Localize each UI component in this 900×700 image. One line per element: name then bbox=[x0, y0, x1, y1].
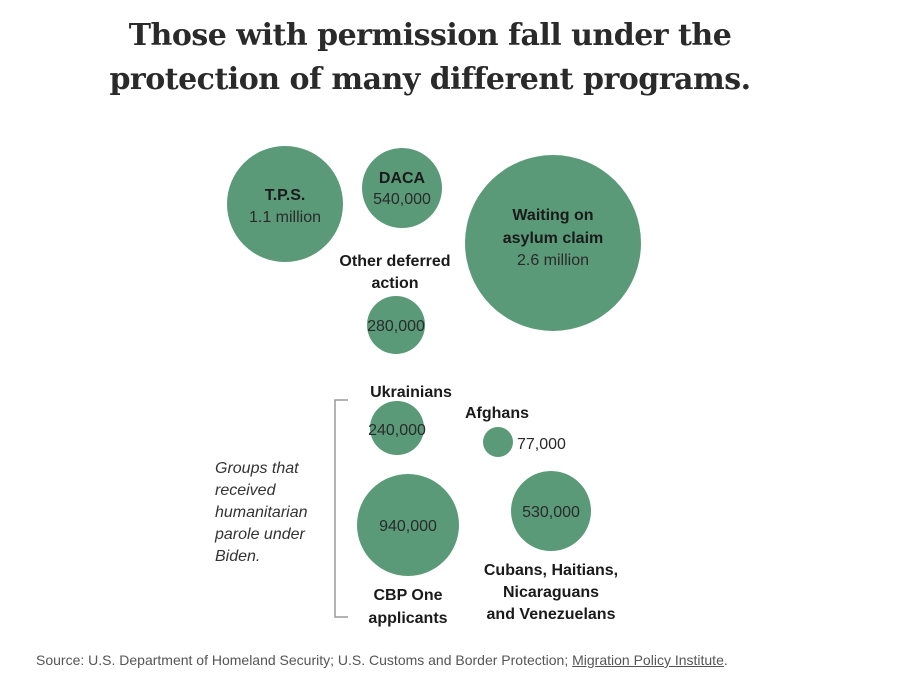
source-link-migration-policy-institute[interactable]: Migration Policy Institute bbox=[572, 652, 724, 668]
source-prefix: Source: U.S. Department of Homeland Secu… bbox=[36, 652, 573, 668]
annotation-line-5: Biden. bbox=[215, 548, 260, 565]
label-cbp-name-1: CBP One bbox=[373, 587, 442, 604]
bubble-ukrainians bbox=[370, 401, 424, 455]
label-daca-value: 540,000 bbox=[373, 191, 431, 208]
label-tps-name: T.P.S. bbox=[265, 187, 306, 204]
title-line-2: protection of many different programs. bbox=[109, 62, 751, 97]
label-tps-value: 1.1 million bbox=[249, 209, 321, 226]
label-daca-name: DACA bbox=[379, 170, 426, 187]
bubble-asylum bbox=[465, 155, 641, 331]
label-asylum-name-1: Waiting on bbox=[512, 207, 593, 224]
bubble-tps bbox=[227, 146, 343, 262]
label-cubans-value: 530,000 bbox=[522, 504, 580, 521]
annotation-line-3: humanitarian bbox=[215, 504, 308, 521]
label-other-name-1: Other deferred bbox=[339, 253, 450, 270]
annotation-line-4: parole under bbox=[214, 526, 306, 543]
source-suffix: . bbox=[723, 652, 728, 668]
bubble-cbp-one bbox=[357, 474, 459, 576]
bubble-afghans bbox=[483, 427, 513, 457]
label-cubans-name-2: Nicaraguans bbox=[503, 584, 599, 601]
source-note: Source: U.S. Department of Homeland Secu… bbox=[36, 649, 796, 671]
label-afghans-value: 77,000 bbox=[517, 436, 566, 453]
label-asylum-value: 2.6 million bbox=[517, 252, 589, 269]
label-cbp-value: 940,000 bbox=[379, 518, 437, 535]
annotation-line-1: Groups that bbox=[215, 460, 299, 477]
chart-title: Those with permission fall under the pro… bbox=[0, 14, 860, 102]
label-ukrainians-name: Ukrainians bbox=[370, 384, 452, 401]
label-asylum-name-2: asylum claim bbox=[503, 230, 604, 247]
label-afghans-name: Afghans bbox=[465, 405, 529, 422]
label-cbp-name-2: applicants bbox=[368, 610, 447, 627]
bubble-daca bbox=[362, 148, 442, 228]
label-ukrainians-value: 240,000 bbox=[368, 422, 426, 439]
label-cubans-name-1: Cubans, Haitians, bbox=[484, 562, 618, 579]
label-other-value: 280,000 bbox=[367, 318, 425, 335]
title-line-1: Those with permission fall under the bbox=[128, 18, 732, 53]
label-cubans-name-3: and Venezuelans bbox=[487, 606, 616, 623]
bubble-cubans-haitians bbox=[511, 471, 591, 551]
group-bracket bbox=[334, 399, 348, 618]
label-other-name-2: action bbox=[371, 275, 418, 292]
annotation-line-2: received bbox=[215, 482, 277, 499]
bubble-other-deferred bbox=[367, 296, 425, 354]
